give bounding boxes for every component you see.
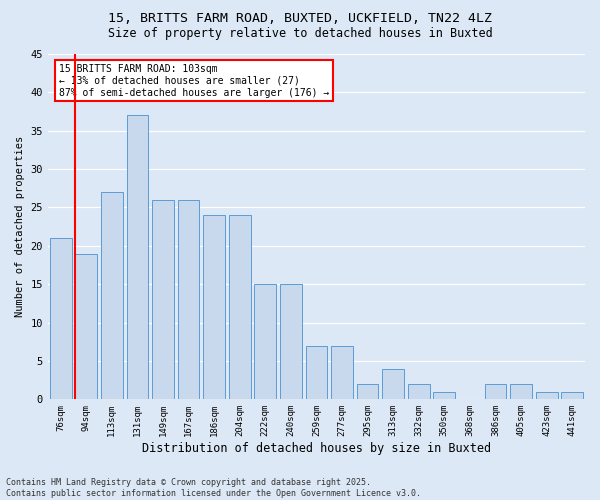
Text: 15 BRITTS FARM ROAD: 103sqm
← 13% of detached houses are smaller (27)
87% of sem: 15 BRITTS FARM ROAD: 103sqm ← 13% of det… bbox=[59, 64, 329, 98]
Bar bbox=[382, 368, 404, 400]
Bar bbox=[50, 238, 71, 400]
Bar bbox=[305, 346, 328, 400]
Bar bbox=[178, 200, 199, 400]
X-axis label: Distribution of detached houses by size in Buxted: Distribution of detached houses by size … bbox=[142, 442, 491, 455]
Bar bbox=[357, 384, 379, 400]
Bar bbox=[562, 392, 583, 400]
Bar bbox=[152, 200, 174, 400]
Bar bbox=[76, 254, 97, 400]
Bar bbox=[254, 284, 276, 400]
Bar bbox=[485, 384, 506, 400]
Text: Size of property relative to detached houses in Buxted: Size of property relative to detached ho… bbox=[107, 28, 493, 40]
Y-axis label: Number of detached properties: Number of detached properties bbox=[15, 136, 25, 318]
Bar bbox=[229, 215, 251, 400]
Bar bbox=[331, 346, 353, 400]
Bar bbox=[536, 392, 557, 400]
Bar bbox=[101, 192, 123, 400]
Text: Contains HM Land Registry data © Crown copyright and database right 2025.
Contai: Contains HM Land Registry data © Crown c… bbox=[6, 478, 421, 498]
Bar bbox=[203, 215, 225, 400]
Bar bbox=[280, 284, 302, 400]
Bar bbox=[127, 116, 148, 400]
Text: 15, BRITTS FARM ROAD, BUXTED, UCKFIELD, TN22 4LZ: 15, BRITTS FARM ROAD, BUXTED, UCKFIELD, … bbox=[108, 12, 492, 26]
Bar bbox=[408, 384, 430, 400]
Bar bbox=[433, 392, 455, 400]
Bar bbox=[510, 384, 532, 400]
